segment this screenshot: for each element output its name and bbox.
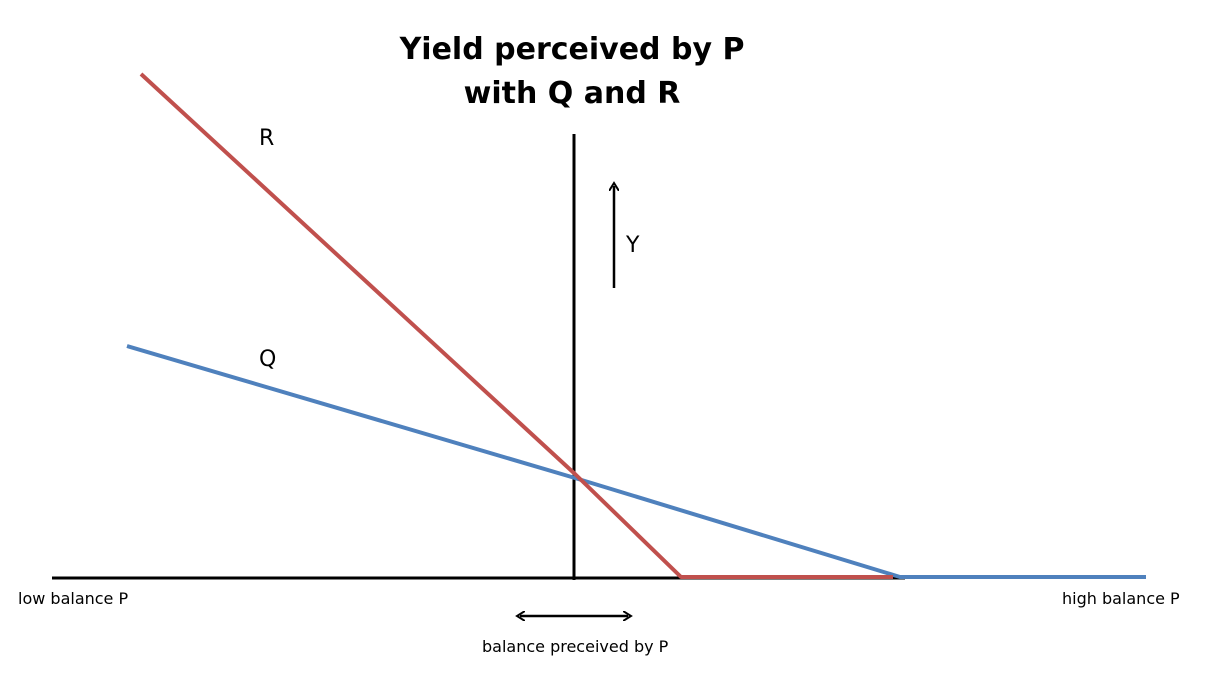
diagram-title: Yield perceived by P with Q and R <box>372 28 772 116</box>
r-line <box>139 72 893 579</box>
q-line <box>126 344 1146 579</box>
label-q: Q <box>259 347 276 372</box>
title-line-1: Yield perceived by P <box>399 32 745 67</box>
label-y: Y <box>625 233 640 258</box>
label-low-balance: low balance P <box>18 589 128 608</box>
title-line-2: with Q and R <box>463 76 681 111</box>
label-r: R <box>259 126 274 151</box>
label-high-balance: high balance P <box>1062 589 1180 608</box>
label-balance-perceived: balance preceived by P <box>482 637 669 656</box>
